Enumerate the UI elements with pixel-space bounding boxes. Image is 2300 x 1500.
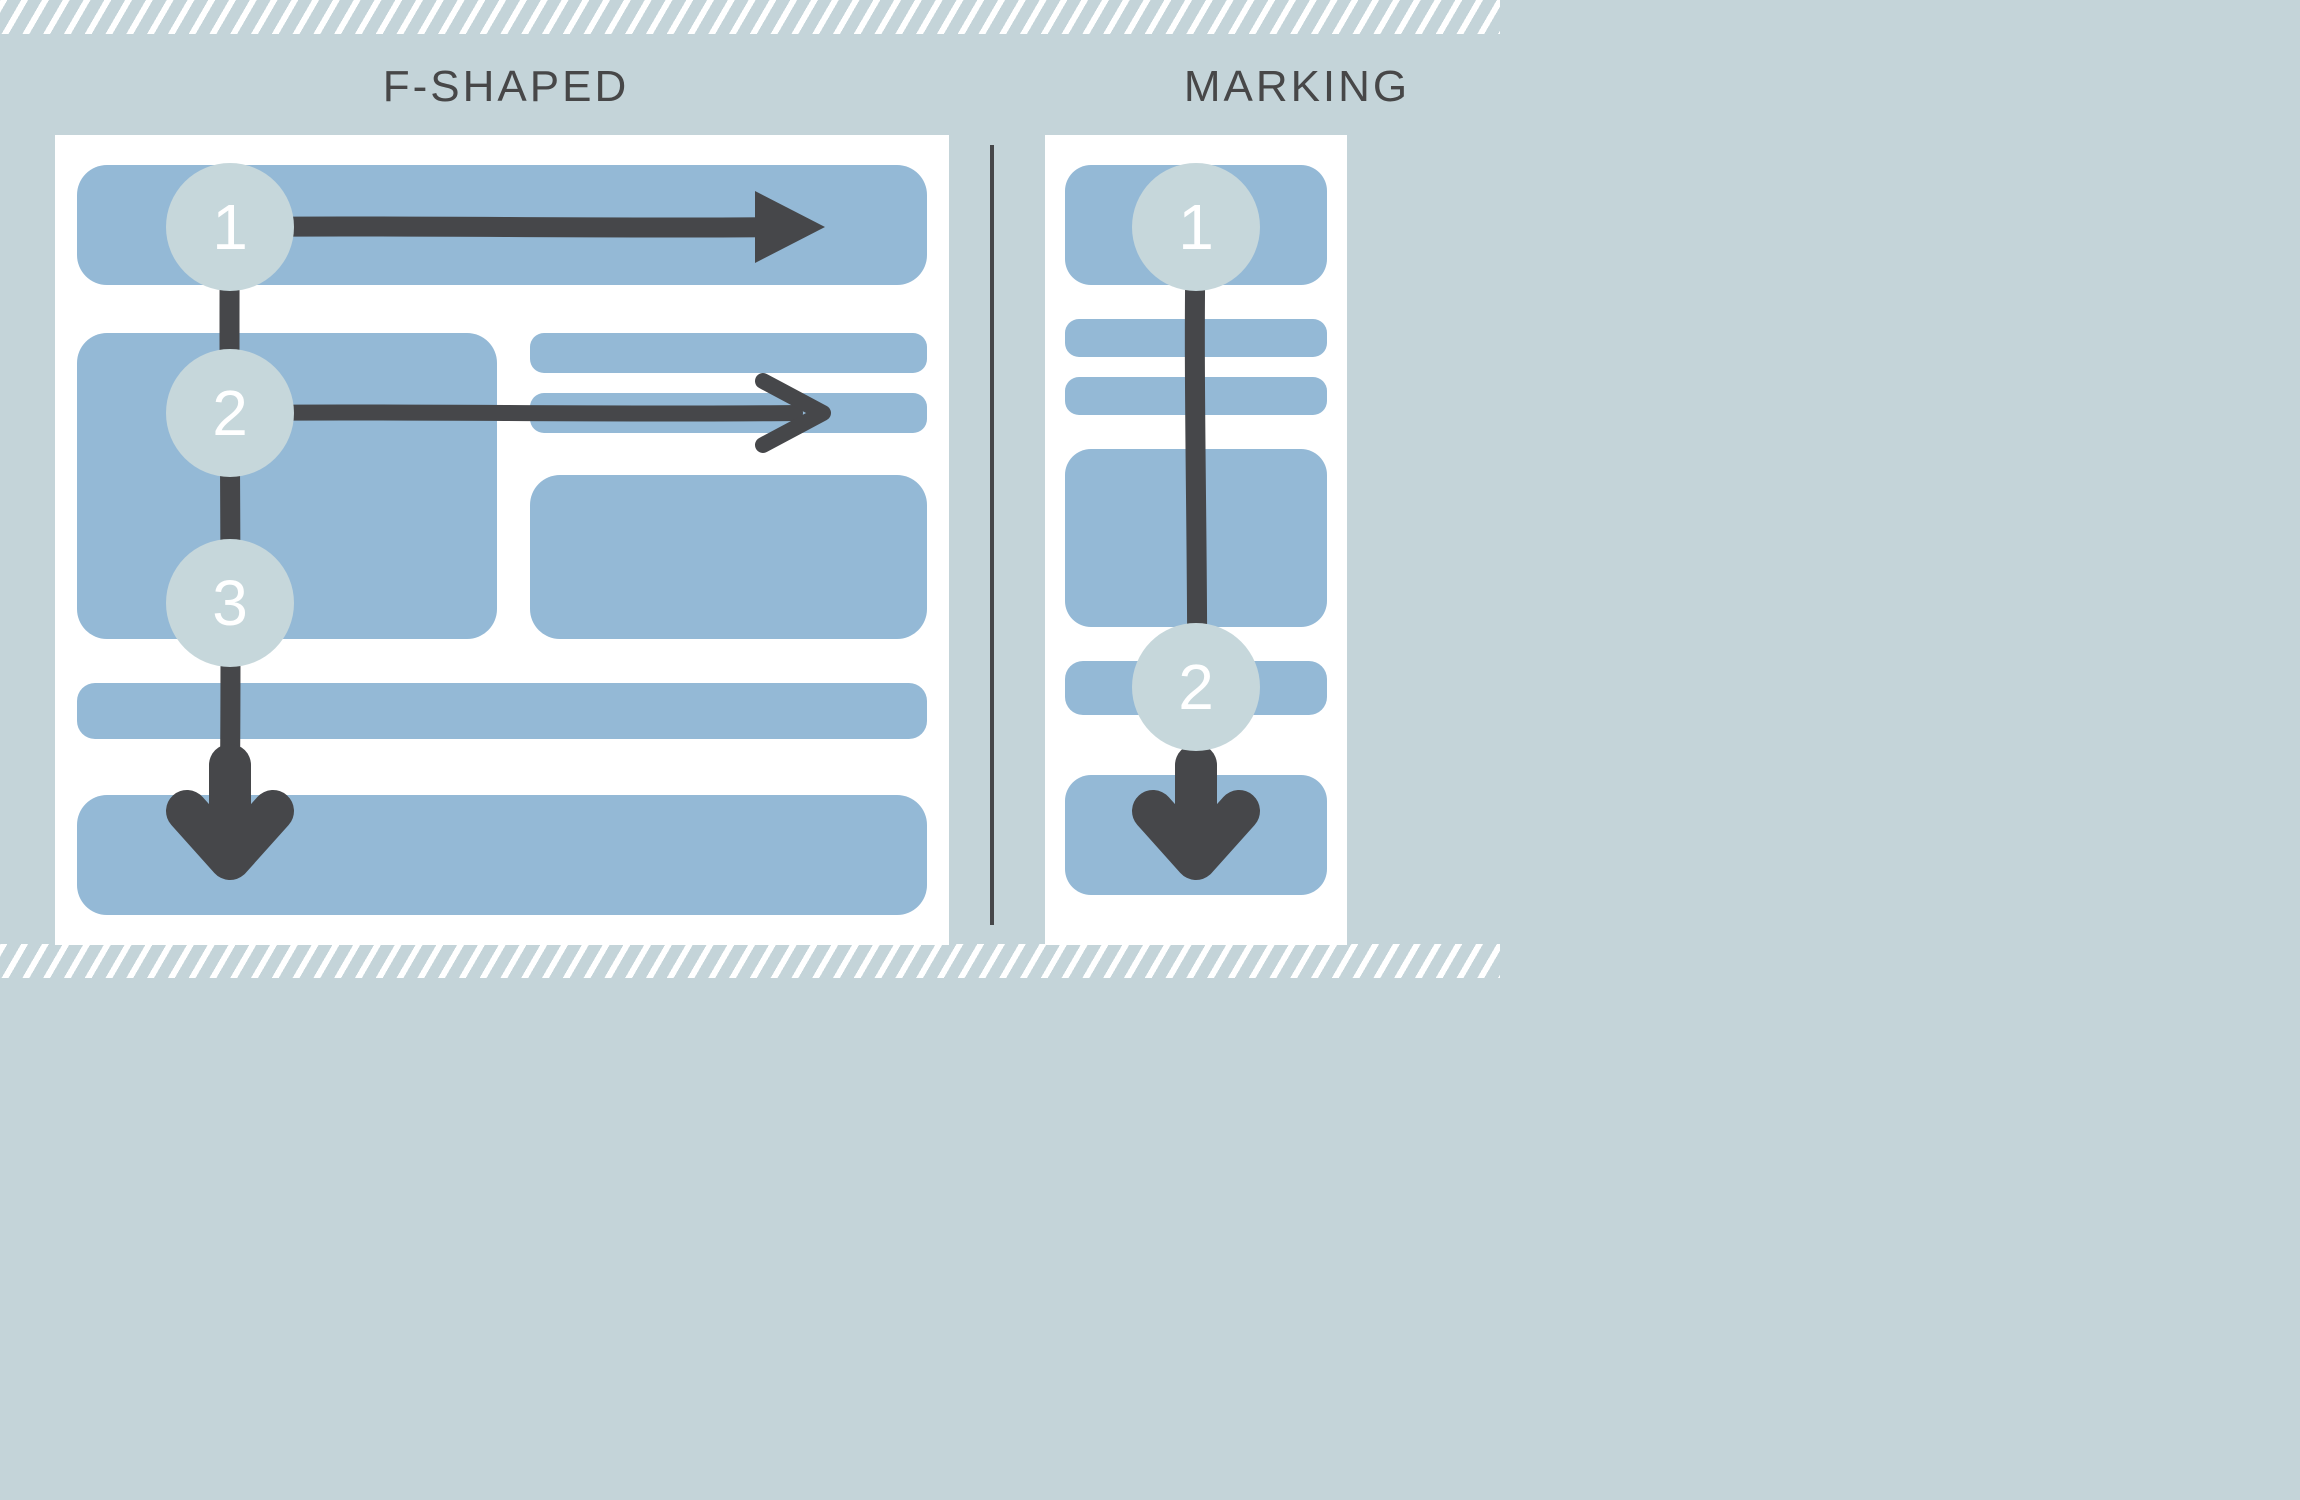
infographic-canvas: F-SHAPED MARKING 1 2: [0, 0, 1500, 978]
content-block: [77, 795, 927, 915]
title-f-shaped: F-SHAPED: [356, 62, 656, 112]
content-block: [1065, 449, 1327, 627]
content-block: [1065, 377, 1327, 415]
step-number: 2: [212, 376, 248, 450]
step-number: 1: [212, 190, 248, 264]
content-block: [1065, 319, 1327, 357]
hatching-bottom: [0, 944, 1500, 978]
panel-marking: 1 2: [1045, 135, 1347, 945]
content-block: [1065, 775, 1327, 895]
title-marking: MARKING: [1147, 62, 1447, 112]
content-block: [77, 683, 927, 739]
step-circle-2: 2: [166, 349, 294, 477]
step-circle-3: 3: [166, 539, 294, 667]
step-circle-2: 2: [1132, 623, 1260, 751]
content-block: [530, 393, 927, 433]
content-block: [530, 475, 927, 639]
content-block: [530, 333, 927, 373]
step-circle-1: 1: [166, 163, 294, 291]
panel-f-shaped: 1 2 3: [55, 135, 949, 945]
step-number: 2: [1178, 650, 1214, 724]
step-number: 3: [212, 566, 248, 640]
hatching-top: [0, 0, 1500, 34]
step-circle-1: 1: [1132, 163, 1260, 291]
panel-divider: [990, 145, 994, 925]
step-number: 1: [1178, 190, 1214, 264]
